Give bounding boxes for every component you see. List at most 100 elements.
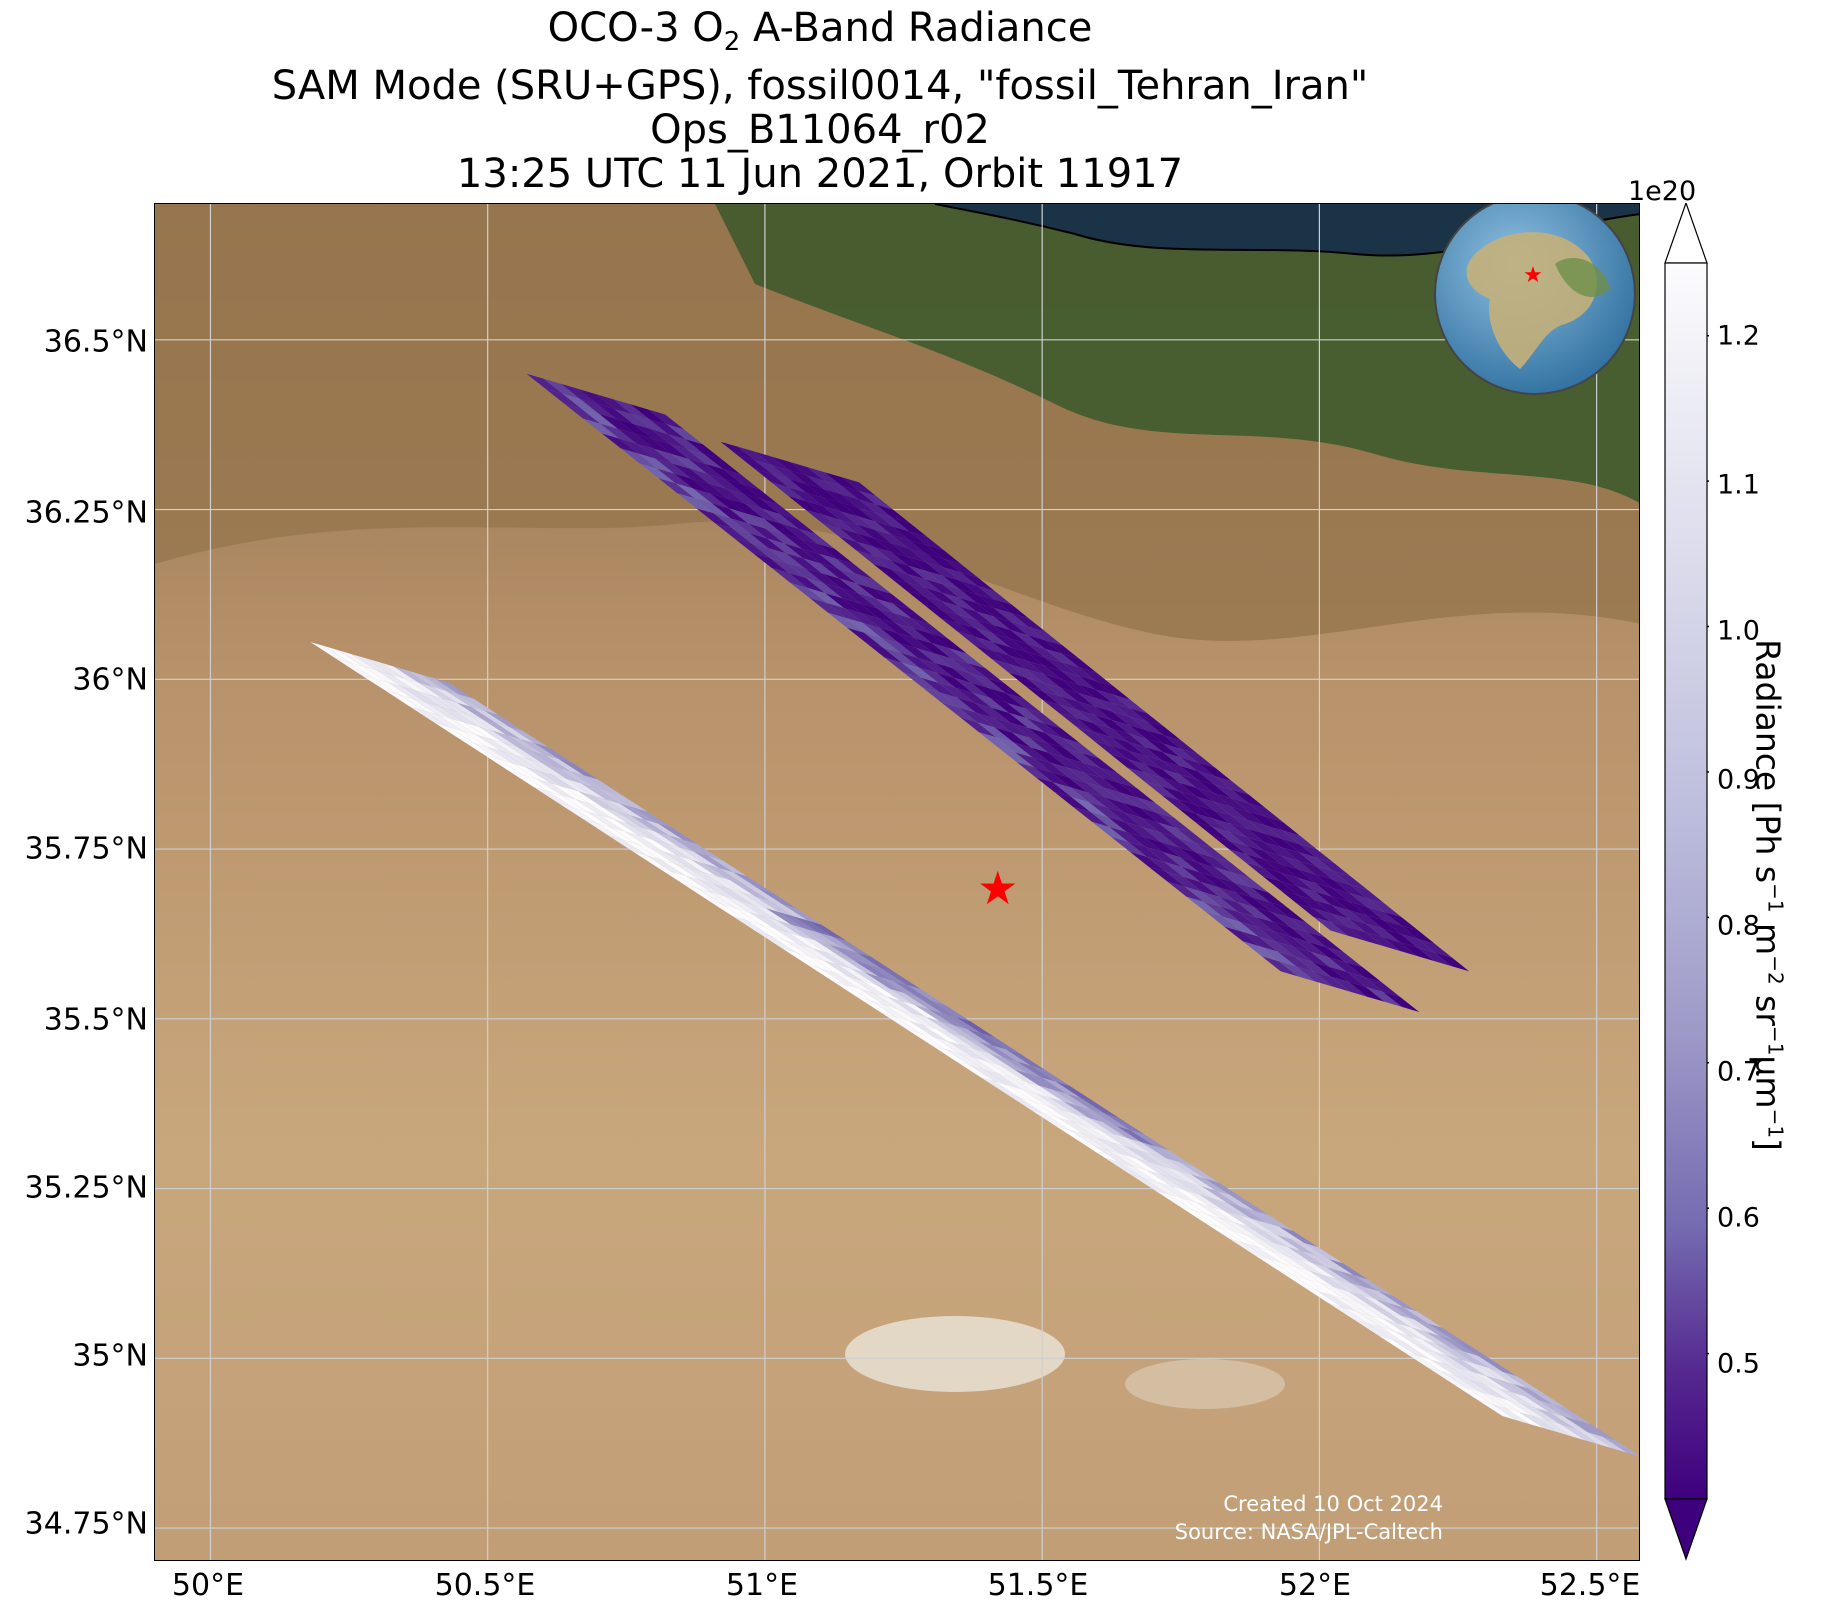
radiance-footprint: [991, 707, 1028, 728]
radiance-footprint: [1284, 1254, 1324, 1276]
radiance-footprint: [991, 658, 1026, 678]
radiance-footprint: [1313, 971, 1350, 992]
radiance-footprint: [1279, 961, 1316, 982]
radiance-footprint: [1054, 792, 1091, 812]
radiance-footprint: [1254, 907, 1291, 928]
radiance-footprint: [1163, 743, 1198, 763]
radiance-footprint: [1105, 1158, 1144, 1179]
radiance-footprint: [752, 553, 789, 573]
radiance-footprint: [939, 1021, 979, 1042]
radiance-footprint: [741, 892, 780, 913]
radiance-footprint: [779, 514, 816, 534]
radiance-footprint: [434, 722, 474, 743]
radiance-footprint: [1334, 1287, 1373, 1308]
radiance-footprint: [972, 692, 1009, 713]
radiance-footprint: [1472, 1371, 1511, 1393]
red-star-icon: ★: [977, 861, 1018, 915]
radiance-footprint: [1096, 681, 1131, 700]
radiance-footprint: [1000, 1065, 1040, 1086]
radiance-footprint: [1030, 747, 1068, 768]
radiance-footprint: [726, 488, 763, 509]
radiance-footprint: [884, 1004, 924, 1026]
radiance-footprint: [1042, 1077, 1081, 1098]
radiance-footprint: [1025, 1081, 1064, 1102]
radiance-footprint: [1203, 901, 1240, 922]
radiance-footprint: [1055, 1125, 1094, 1146]
basemap-salt-flat-2: [1125, 1359, 1285, 1409]
radiance-footprint: [1075, 1113, 1114, 1135]
radiance-footprint: [1157, 1182, 1197, 1203]
radiance-footprint: [782, 948, 821, 969]
radiance-footprint: [1328, 957, 1365, 977]
radiance-footprint: [412, 698, 452, 719]
radiance-footprint: [992, 1045, 1032, 1066]
radiance-footprint: [704, 454, 741, 475]
radiance-footprint: [1050, 1097, 1089, 1118]
radiance-footprint: [1331, 913, 1366, 933]
radiance-footprint: [1014, 1069, 1053, 1090]
radiance-footprint: [1397, 1323, 1437, 1344]
radiance-footprint: [663, 851, 703, 872]
radiance-footprint: [1073, 807, 1110, 827]
radiance-footprint: [1147, 856, 1184, 877]
radiance-footprint: [782, 533, 819, 554]
title-line-2: SAM Mode (SRU+GPS), fossil0014, "fossil_…: [271, 63, 1369, 109]
radiance-footprint: [694, 498, 731, 519]
radiance-footprint: [960, 580, 995, 600]
radiance-footprint: [845, 617, 882, 638]
radiance-footprint: [1297, 886, 1332, 906]
radiance-footprint: [713, 884, 753, 905]
map-panel[interactable]: ★ ★ Created 10 Oct 2024 Source: NASA/JPL…: [154, 203, 1640, 1561]
radiance-footprint: [887, 996, 926, 1018]
radiance-footprint: [1417, 939, 1453, 958]
radiance-footprint: [636, 843, 675, 864]
radiance-footprint: [961, 1045, 1001, 1066]
radiance-footprint: [553, 775, 593, 796]
radiance-footprint: [807, 964, 846, 985]
radiance-footprint: [942, 575, 977, 595]
radiance-footprint: [1010, 722, 1047, 743]
radiance-footprint: [1332, 879, 1368, 899]
radiance-footprint: [581, 783, 620, 804]
radiance-footprint: [809, 956, 849, 977]
radiance-footprint: [1293, 946, 1330, 967]
radiance-footprint: [958, 1053, 998, 1074]
radiance-footprint: [1188, 1182, 1227, 1203]
radiance-footprint: [856, 583, 893, 604]
radiance-footprint: [771, 567, 808, 588]
colorbar-tick-0.5: 0.5: [1717, 1348, 1760, 1380]
radiance-footprint: [1154, 1190, 1194, 1211]
radiance-footprint: [749, 912, 788, 933]
radiance-footprint: [824, 472, 859, 491]
radiance-footprint: [919, 667, 956, 688]
radiance-footprint: [1128, 742, 1163, 761]
radiance-footprint: [1299, 844, 1334, 863]
radiance-footprint: [432, 686, 471, 707]
radiance-footprint: [672, 463, 709, 484]
radiance-footprint: [702, 872, 742, 893]
radiance-footprint: [1043, 723, 1080, 744]
radiance-footprint: [906, 591, 942, 610]
radiance-footprint: [1155, 1146, 1194, 1167]
radiance-footprint: [730, 518, 767, 539]
radiance-footprint: [924, 596, 959, 615]
radiance-footprint: [1382, 937, 1418, 956]
radiance-footprint: [1178, 847, 1215, 868]
radiance-footprint: [1010, 630, 1045, 649]
radiance-footprint: [983, 1069, 1023, 1090]
radiance-footprint: [465, 722, 504, 743]
radiance-footprint: [1513, 1384, 1553, 1405]
radiance-footprint: [1265, 816, 1300, 836]
radiance-footprint: [858, 507, 893, 527]
radiance-footprint: [1044, 657, 1079, 676]
radiance-footprint: [1245, 1234, 1285, 1255]
radiance-footprint: [939, 692, 976, 713]
radiance-footprint: [768, 548, 805, 569]
radiance-footprint: [993, 616, 1028, 636]
radiance-footprint: [1356, 1311, 1395, 1332]
radiance-footprint: [1359, 1303, 1398, 1324]
radiance-footprint: [1298, 869, 1333, 889]
colorbar-exponent: 1e20: [1628, 176, 1697, 207]
radiance-footprint: [1282, 830, 1317, 850]
radiance-footprint: [920, 677, 958, 698]
